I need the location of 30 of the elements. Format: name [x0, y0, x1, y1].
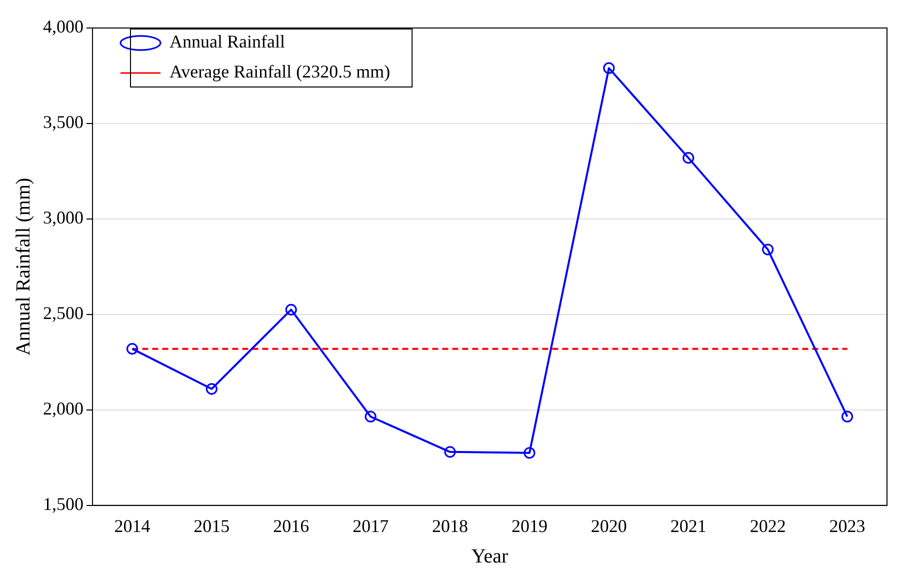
- x-tick-label: 2022: [750, 516, 786, 536]
- y-axis-title: Annual Rainfall (mm): [12, 178, 34, 356]
- point: [762, 244, 774, 256]
- y-tick-label: 1,500: [43, 494, 84, 514]
- point: [841, 410, 854, 422]
- x-tick-label: 2021: [670, 516, 706, 536]
- legend-label: Average Rainfall (2320.5 mm): [170, 62, 390, 82]
- y-tick-label: 4,000: [43, 16, 84, 37]
- point: [444, 446, 456, 458]
- y-tick-label: 2,500: [43, 303, 84, 324]
- x-tick-label: 2020: [590, 516, 627, 536]
- y-tick-label: 3,000: [43, 208, 84, 228]
- point: [603, 62, 615, 74]
- point: [682, 152, 694, 164]
- point: [364, 410, 376, 422]
- legend-label: Annual Rainfall: [170, 32, 285, 52]
- x-tick-label: 2015: [194, 516, 230, 536]
- point: [206, 383, 218, 395]
- x-tick-label: 2018: [432, 516, 468, 536]
- x-axis-title: Year: [471, 545, 509, 568]
- x-tick-label: 2014: [114, 516, 150, 536]
- x-tick-label: 2017: [352, 516, 389, 536]
- y-tick-label: 2,000: [43, 398, 84, 419]
- point: [126, 343, 138, 355]
- point: [524, 447, 536, 459]
- x-tick-label: 2019: [511, 516, 548, 536]
- point: [285, 304, 297, 316]
- x-tick-label: 2023: [829, 516, 866, 536]
- y-tick-label: 3,500: [43, 112, 84, 132]
- x-tick-label: 2016: [273, 516, 310, 536]
